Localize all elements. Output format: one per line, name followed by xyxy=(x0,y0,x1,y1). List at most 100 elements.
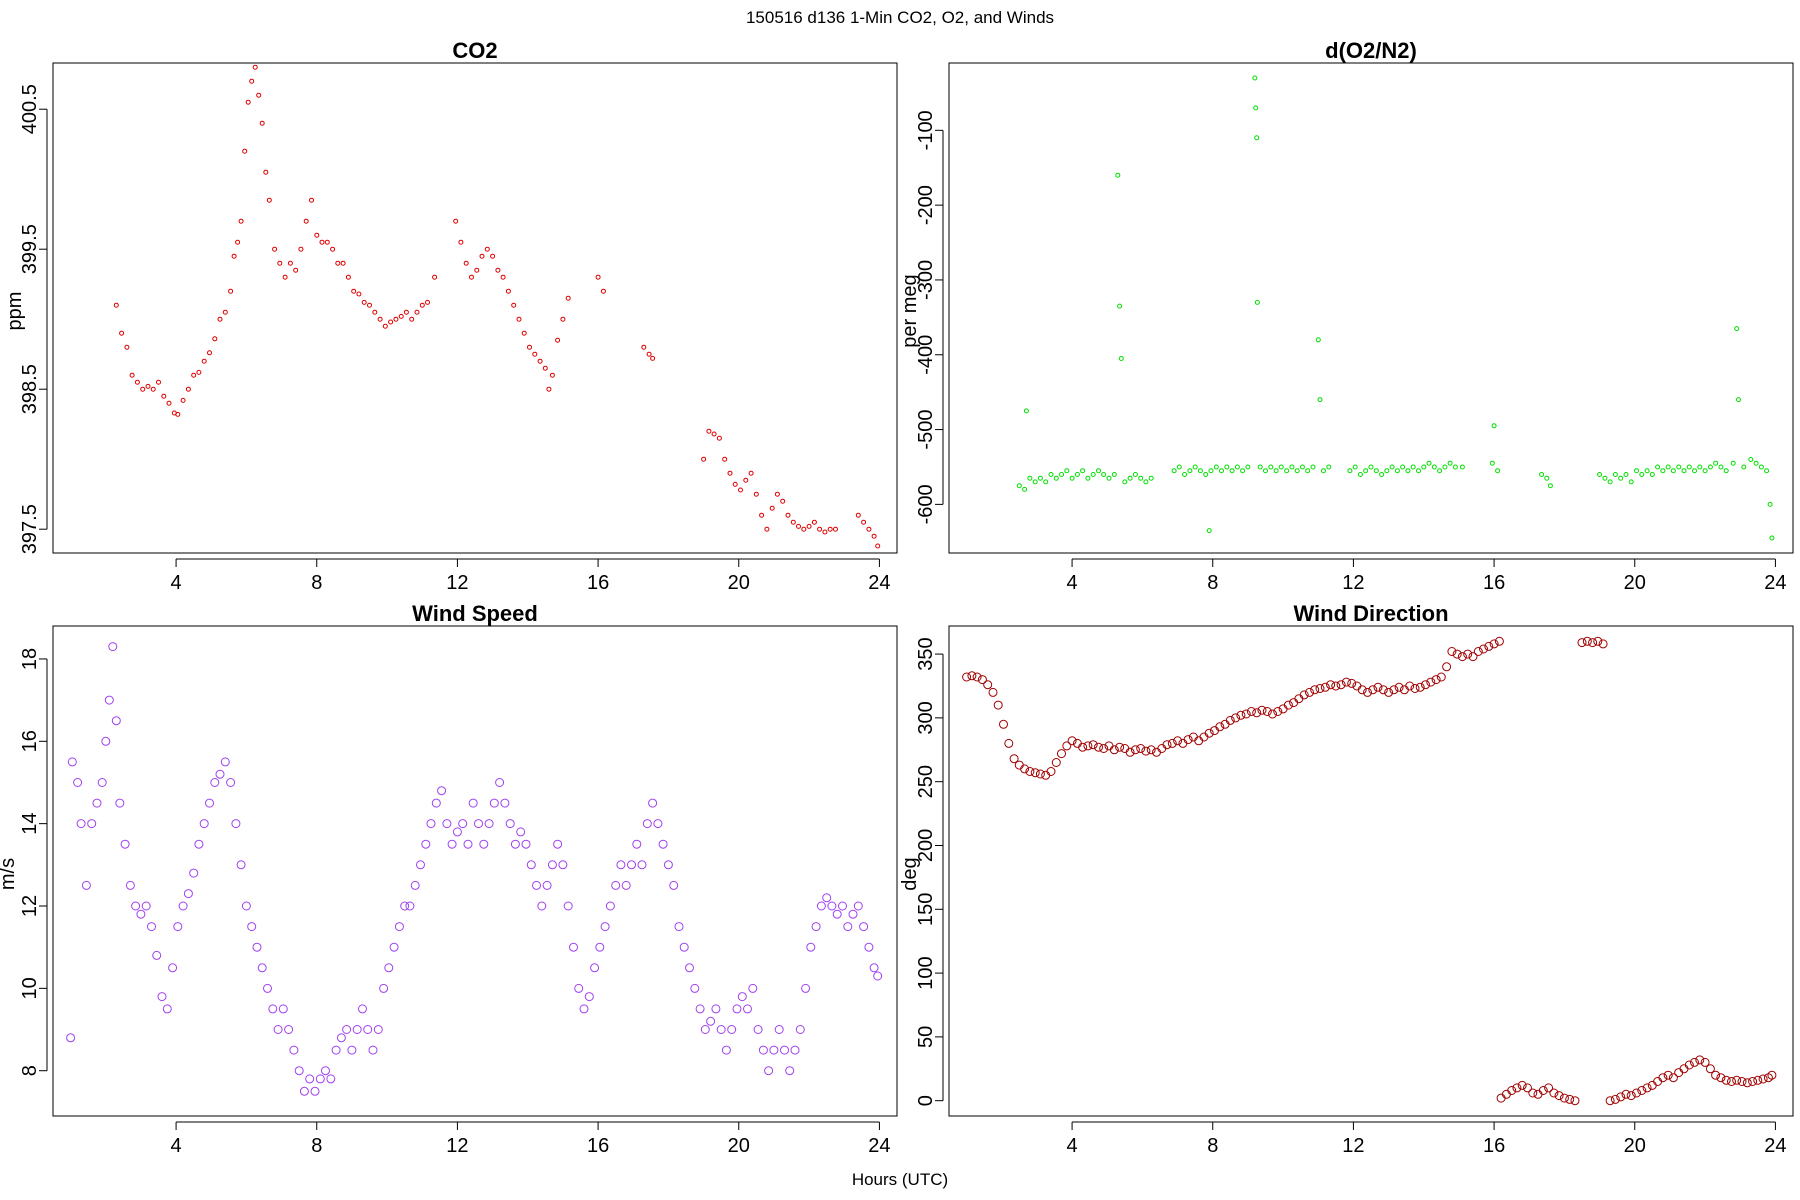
data-point xyxy=(1616,1092,1626,1102)
data-point xyxy=(1268,464,1274,470)
data-point xyxy=(97,778,107,787)
data-point xyxy=(505,819,515,829)
data-point xyxy=(706,1016,716,1026)
data-point xyxy=(403,309,409,315)
data-point xyxy=(363,1025,373,1034)
data-point xyxy=(1310,464,1316,470)
data-point xyxy=(382,323,388,329)
data-point xyxy=(875,543,881,549)
data-point xyxy=(1727,1077,1736,1086)
data-point xyxy=(1632,1088,1641,1098)
data-point xyxy=(409,316,415,322)
data-point xyxy=(611,880,621,890)
data-point xyxy=(489,798,499,808)
data-point xyxy=(1457,652,1467,662)
data-point xyxy=(1452,464,1458,470)
data-point xyxy=(600,288,606,294)
data-point xyxy=(342,1025,352,1034)
data-point xyxy=(1294,468,1300,474)
data-point xyxy=(1436,672,1446,682)
data-point xyxy=(266,197,272,203)
data-point xyxy=(1111,472,1117,477)
x-tick-label: 20 xyxy=(728,1135,750,1157)
data-point xyxy=(871,533,877,539)
x-tick-label: 12 xyxy=(1342,1135,1364,1157)
data-point xyxy=(1289,464,1295,470)
data-point xyxy=(398,313,404,319)
data-point xyxy=(1321,468,1326,474)
data-point xyxy=(650,355,656,361)
data-point xyxy=(425,299,430,305)
data-point xyxy=(1734,326,1740,332)
data-point xyxy=(1080,468,1086,474)
data-point xyxy=(627,860,636,870)
data-point xyxy=(549,372,555,378)
data-point xyxy=(1241,709,1251,719)
data-point xyxy=(1607,479,1613,485)
data-point xyxy=(774,491,780,497)
data-point xyxy=(479,253,485,259)
data-point xyxy=(299,1086,309,1096)
data-point xyxy=(1043,479,1049,485)
data-point xyxy=(1684,1060,1694,1070)
y-axis: 0 50 100 150 200 250 300 350 xyxy=(915,637,944,1106)
data-point xyxy=(185,386,191,392)
data-point xyxy=(674,922,684,932)
data-point xyxy=(1148,475,1154,481)
data-point xyxy=(1559,1093,1569,1103)
data-point xyxy=(801,983,811,993)
data-point xyxy=(999,719,1008,729)
data-point xyxy=(1523,1083,1532,1093)
data-point xyxy=(367,302,372,308)
data-point xyxy=(1695,1055,1705,1065)
data-point xyxy=(1289,698,1299,708)
data-point xyxy=(748,983,758,993)
data-point xyxy=(162,1004,172,1014)
data-point xyxy=(727,470,733,476)
data-point xyxy=(790,519,796,525)
data-point xyxy=(1384,687,1394,697)
data-point xyxy=(1405,468,1411,474)
data-point xyxy=(289,1045,299,1055)
data-point xyxy=(1602,475,1608,481)
figure-title: 150516 d136 1-Min CO2, O2, and Winds xyxy=(746,8,1054,27)
data-point xyxy=(1707,464,1713,470)
data-point xyxy=(458,239,464,245)
data-point xyxy=(309,197,314,203)
data-point xyxy=(537,901,547,911)
data-point xyxy=(287,260,293,266)
data-point xyxy=(542,880,552,890)
data-point xyxy=(1176,464,1182,470)
data-point xyxy=(764,1066,774,1076)
data-point xyxy=(1421,464,1427,470)
data-point xyxy=(1162,740,1172,750)
y-tick-label: 300 xyxy=(915,701,937,734)
data-point xyxy=(1741,464,1747,470)
data-point xyxy=(1416,468,1421,474)
data-point xyxy=(547,860,557,870)
y-tick-label: 350 xyxy=(915,637,937,670)
data-point xyxy=(1127,475,1133,481)
data-point xyxy=(1660,468,1666,474)
data-point xyxy=(115,798,125,808)
data-point xyxy=(1431,464,1437,470)
x-axis: 4 8 12 16 20 24 xyxy=(171,1121,891,1157)
data-point xyxy=(217,316,223,322)
data-point xyxy=(298,246,304,252)
data-point xyxy=(463,839,473,849)
data-point xyxy=(303,218,309,224)
data-point xyxy=(238,218,244,224)
y-tick-label: -300 xyxy=(915,260,937,300)
y-tick-label: -400 xyxy=(915,335,937,375)
data-point xyxy=(1187,468,1193,474)
x-tick-label: 24 xyxy=(868,1135,890,1157)
data-point xyxy=(1074,472,1080,477)
data-point xyxy=(1437,468,1443,474)
data-point xyxy=(278,1004,288,1014)
data-point xyxy=(1192,464,1198,470)
data-point xyxy=(1610,1094,1620,1104)
data-point xyxy=(1582,636,1592,646)
data-point xyxy=(1246,707,1256,716)
data-point xyxy=(474,819,483,829)
data-point xyxy=(1254,135,1260,141)
